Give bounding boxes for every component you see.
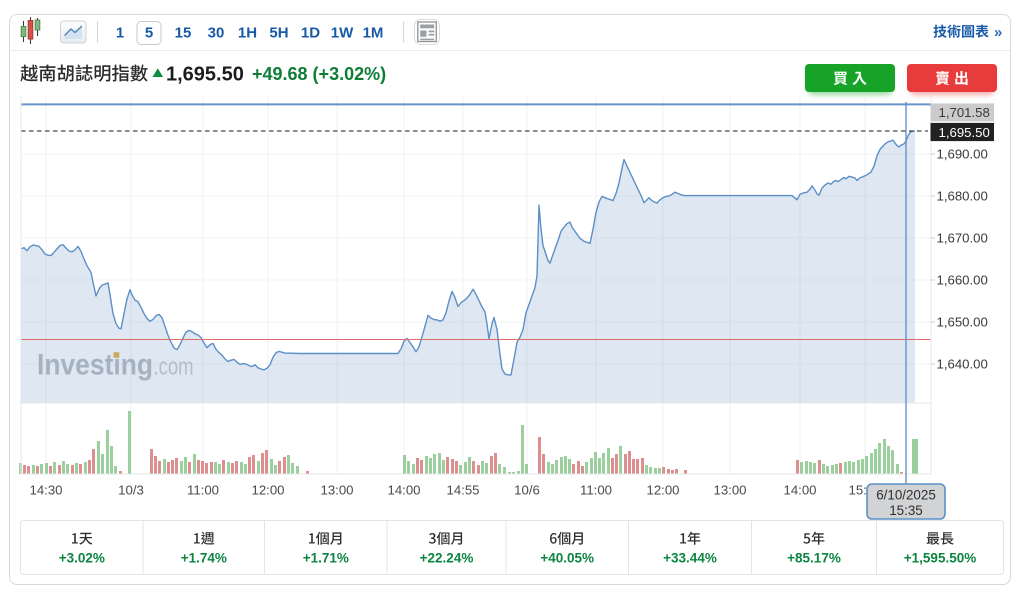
svg-text:5: 5 [145,24,153,41]
svg-text:6/10/2025: 6/10/2025 [876,487,936,502]
svg-text:12:00: 12:00 [646,483,679,498]
svg-text:1W: 1W [331,24,354,41]
svg-text:+1,595.50%: +1,595.50% [904,551,976,566]
svg-text:.com: .com [154,353,194,380]
svg-text:+22.24%: +22.24% [420,551,474,566]
svg-text:1: 1 [116,24,124,41]
svg-text:+1.74%: +1.74% [181,551,227,566]
svg-text:1,695.50: 1,695.50 [939,125,990,140]
svg-text:30: 30 [208,24,225,41]
svg-text:1,680.00: 1,680.00 [937,189,988,204]
svg-text:10/6: 10/6 [514,483,540,498]
svg-text:+85.17%: +85.17% [787,551,841,566]
svg-text:»: » [994,24,1002,41]
svg-text:1,670.00: 1,670.00 [937,231,988,246]
svg-text:14:00: 14:00 [783,483,816,498]
svg-text:13:00: 13:00 [713,483,746,498]
svg-text:1,660.00: 1,660.00 [937,273,988,288]
svg-text:15: 15 [175,24,192,41]
svg-text:+40.05%: +40.05% [540,551,594,566]
svg-text:13:00: 13:00 [320,483,353,498]
svg-text:11:00: 11:00 [187,483,219,498]
svg-text:14:30: 14:30 [29,483,62,498]
svg-text:+1.71%: +1.71% [303,551,349,566]
svg-text:14:00: 14:00 [387,483,420,498]
svg-text:11:00: 11:00 [580,483,612,498]
svg-text:1,640.00: 1,640.00 [937,357,988,372]
svg-text:1,701.58: 1,701.58 [939,105,990,120]
svg-text:1D: 1D [301,24,320,41]
svg-text:1,695.50: 1,695.50 [166,64,244,86]
svg-text:1,650.00: 1,650.00 [937,315,988,330]
svg-text:5H: 5H [269,24,288,41]
svg-text:+3.02%: +3.02% [59,551,105,566]
svg-text:15:35: 15:35 [889,503,923,518]
svg-text:12:00: 12:00 [251,483,284,498]
svg-text:10/3: 10/3 [118,483,144,498]
svg-text:1H: 1H [238,24,257,41]
svg-text:1,690.00: 1,690.00 [937,147,988,162]
svg-text:+49.68 (+3.02%): +49.68 (+3.02%) [252,64,386,84]
svg-text:+33.44%: +33.44% [663,551,717,566]
svg-text:1M: 1M [363,24,384,41]
svg-text:Investing: Investing [37,348,153,381]
svg-text:14:55: 14:55 [446,483,479,498]
